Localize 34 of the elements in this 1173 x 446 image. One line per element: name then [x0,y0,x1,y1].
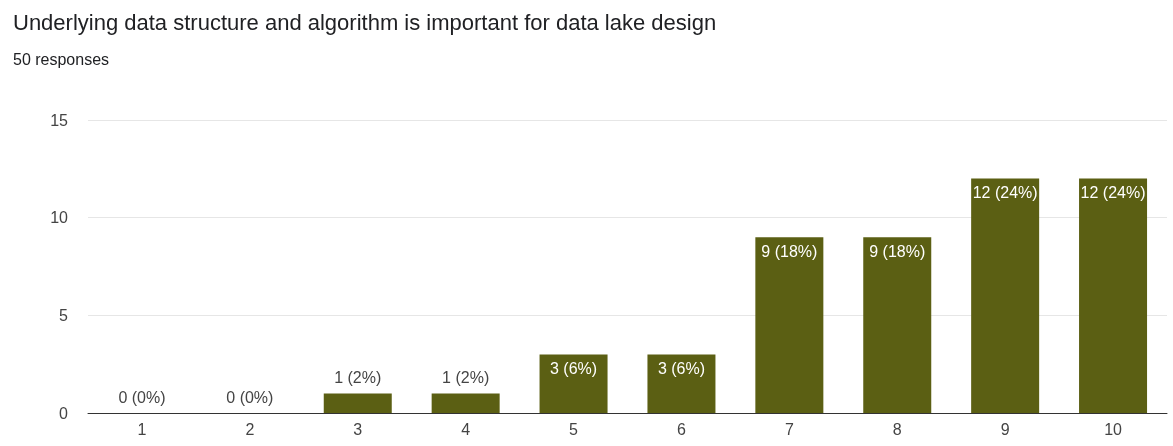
y-tick-label: 0 [59,404,69,422]
data-label: 1 (2%) [334,368,382,386]
bar [323,393,392,413]
x-tick-label: 7 [784,420,794,438]
chart-title: Underlying data structure and algorithm is important for data lake design [13,9,717,35]
data-label: 3 (6%) [549,359,598,377]
x-tick-label: 1 [137,420,147,438]
bar [1079,178,1148,413]
bar [971,178,1040,413]
data-label: 0 (0%) [118,388,166,406]
x-tick-label: 8 [892,420,902,438]
data-label: 12 (24%) [972,184,1038,202]
bar [755,237,824,413]
data-label: 9 (18%) [869,242,926,260]
y-tick-label: 10 [50,209,69,227]
x-tick-label: 4 [461,420,471,438]
bar [647,354,716,413]
data-label: 0 (0%) [226,388,274,406]
chart-subtitle: 50 responses [13,50,110,68]
x-tick-label: 3 [353,420,363,438]
data-label: 9 (18%) [761,242,818,260]
x-tick-label: 9 [1000,420,1010,438]
x-tick-label: 10 [1104,420,1123,438]
data-label: 12 (24%) [1080,184,1146,202]
data-label: 1 (2%) [442,368,490,386]
y-tick-label: 15 [50,111,69,129]
x-tick-label: 5 [569,420,579,438]
y-tick-label: 5 [59,306,69,324]
bar [539,354,608,413]
x-tick-label: 2 [245,420,255,438]
bar [863,237,932,413]
x-tick-label: 6 [677,420,686,438]
data-label: 3 (6%) [657,359,706,377]
bar [431,393,500,413]
